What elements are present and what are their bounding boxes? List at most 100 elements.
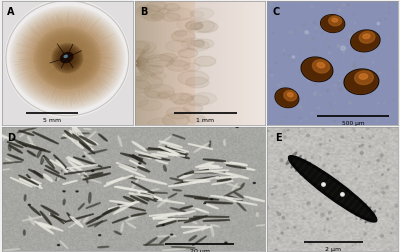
Ellipse shape	[191, 40, 204, 46]
Ellipse shape	[130, 196, 148, 204]
Circle shape	[341, 136, 344, 138]
Ellipse shape	[211, 225, 219, 227]
Ellipse shape	[226, 165, 246, 169]
Ellipse shape	[162, 249, 186, 250]
Circle shape	[356, 117, 359, 119]
Bar	[176, 1, 179, 125]
Ellipse shape	[37, 31, 98, 85]
Ellipse shape	[96, 209, 112, 219]
Ellipse shape	[64, 55, 67, 57]
Ellipse shape	[56, 160, 64, 168]
Ellipse shape	[35, 28, 100, 88]
Ellipse shape	[33, 171, 43, 178]
Circle shape	[368, 115, 370, 117]
Circle shape	[332, 111, 334, 113]
Ellipse shape	[149, 213, 184, 216]
Ellipse shape	[8, 144, 11, 151]
Circle shape	[382, 161, 385, 163]
Circle shape	[284, 144, 286, 145]
Ellipse shape	[178, 155, 190, 159]
Ellipse shape	[287, 92, 293, 97]
Circle shape	[366, 127, 369, 130]
Circle shape	[353, 65, 356, 67]
Ellipse shape	[94, 221, 102, 227]
Ellipse shape	[195, 117, 206, 122]
Ellipse shape	[132, 142, 147, 151]
Bar	[135, 1, 137, 125]
Circle shape	[360, 63, 362, 64]
Ellipse shape	[158, 236, 176, 237]
Circle shape	[344, 48, 346, 49]
Ellipse shape	[19, 130, 34, 136]
Ellipse shape	[329, 16, 342, 26]
Ellipse shape	[10, 177, 32, 187]
Ellipse shape	[146, 1, 167, 11]
Ellipse shape	[27, 174, 38, 188]
Ellipse shape	[170, 178, 192, 183]
Ellipse shape	[28, 22, 107, 94]
Ellipse shape	[143, 11, 164, 21]
Circle shape	[381, 235, 383, 237]
Circle shape	[332, 172, 334, 173]
Bar	[213, 1, 216, 125]
Ellipse shape	[60, 241, 68, 249]
Circle shape	[328, 52, 331, 54]
Ellipse shape	[54, 45, 81, 71]
Circle shape	[341, 193, 344, 196]
Ellipse shape	[240, 183, 244, 189]
Circle shape	[313, 49, 316, 51]
Circle shape	[375, 203, 376, 204]
Circle shape	[339, 81, 340, 82]
Ellipse shape	[22, 18, 112, 99]
Circle shape	[291, 157, 292, 158]
Ellipse shape	[194, 56, 216, 66]
Ellipse shape	[49, 214, 64, 223]
Ellipse shape	[286, 152, 297, 165]
Circle shape	[329, 231, 330, 232]
Circle shape	[307, 202, 310, 205]
Bar	[187, 1, 190, 125]
Circle shape	[278, 123, 281, 126]
Ellipse shape	[129, 193, 153, 197]
Bar	[242, 1, 244, 125]
Ellipse shape	[158, 93, 170, 98]
Circle shape	[380, 83, 382, 84]
Bar	[263, 1, 265, 125]
Ellipse shape	[27, 151, 36, 156]
Circle shape	[299, 206, 300, 207]
Circle shape	[338, 170, 340, 172]
Circle shape	[336, 74, 337, 75]
Circle shape	[349, 57, 351, 58]
Ellipse shape	[352, 31, 379, 51]
Ellipse shape	[76, 139, 88, 147]
Ellipse shape	[74, 127, 86, 141]
Circle shape	[365, 114, 366, 115]
Circle shape	[323, 165, 324, 166]
Ellipse shape	[178, 49, 198, 58]
Ellipse shape	[47, 40, 88, 77]
Circle shape	[349, 101, 352, 104]
Ellipse shape	[31, 179, 41, 186]
Ellipse shape	[319, 176, 329, 189]
Circle shape	[294, 228, 297, 231]
Ellipse shape	[98, 246, 109, 248]
Ellipse shape	[30, 206, 40, 215]
Bar	[247, 1, 250, 125]
Circle shape	[329, 147, 330, 148]
Circle shape	[354, 178, 355, 180]
Ellipse shape	[156, 199, 185, 204]
Circle shape	[361, 30, 364, 33]
Circle shape	[269, 188, 271, 190]
Ellipse shape	[44, 36, 91, 80]
Circle shape	[139, 163, 141, 164]
Circle shape	[300, 146, 303, 148]
Ellipse shape	[59, 50, 76, 66]
Ellipse shape	[70, 216, 83, 227]
Circle shape	[341, 60, 342, 61]
Ellipse shape	[41, 156, 44, 164]
Ellipse shape	[22, 216, 45, 221]
Circle shape	[76, 191, 78, 192]
Circle shape	[371, 72, 373, 73]
Ellipse shape	[20, 127, 32, 137]
Circle shape	[276, 7, 278, 9]
